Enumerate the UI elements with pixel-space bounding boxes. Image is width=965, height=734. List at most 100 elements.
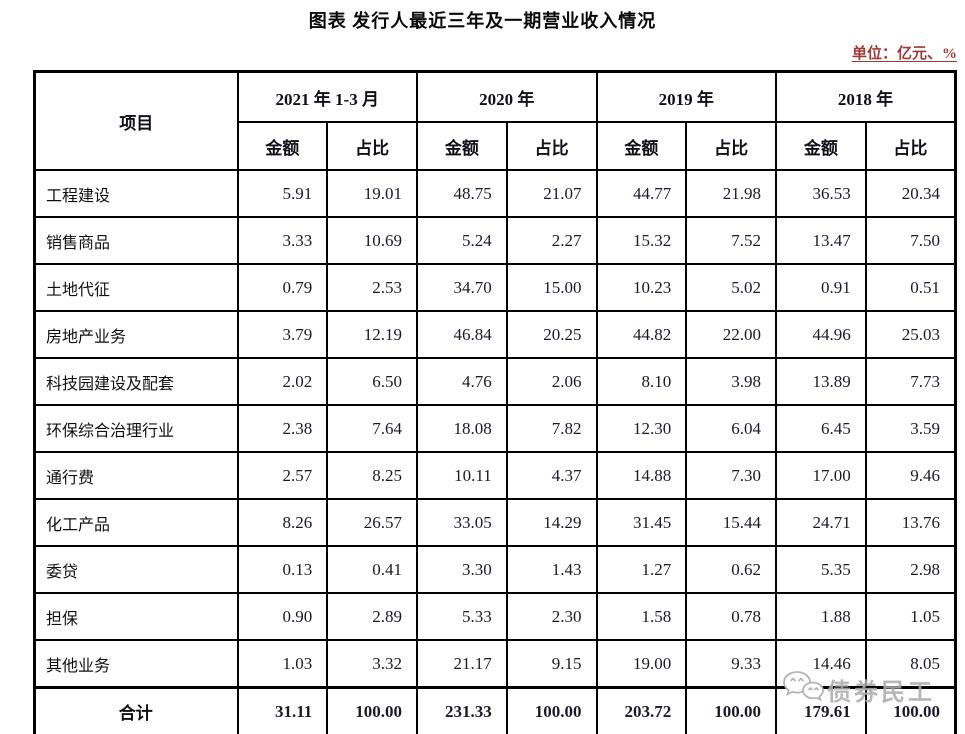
value-cell: 0.91 xyxy=(775,263,867,312)
value-cell: 10.23 xyxy=(595,263,688,312)
value-cell: 14.29 xyxy=(505,498,598,547)
value-cell: 7.50 xyxy=(864,216,957,265)
value-cell: 33.05 xyxy=(416,498,508,547)
value-cell: 8.26 xyxy=(236,498,329,547)
value-cell: 20.25 xyxy=(505,310,598,359)
table-row: 工程建设 5.91 19.01 48.75 21.07 44.77 21.98 36.53 20… xyxy=(33,169,957,218)
value-cell: 12.19 xyxy=(326,310,418,359)
value-cell: 1.05 xyxy=(864,592,957,641)
value-cell: 2.02 xyxy=(236,357,329,406)
value-cell: 0.79 xyxy=(236,263,329,312)
subheader-share: 占比 xyxy=(505,121,598,171)
value-cell: 179.61 xyxy=(775,686,867,734)
item-label: 其他业务 xyxy=(33,639,239,689)
value-cell: 100.00 xyxy=(864,686,957,734)
period-header-2020: 2020 年 xyxy=(416,70,598,123)
value-cell: 1.88 xyxy=(775,592,867,641)
value-cell: 3.33 xyxy=(236,216,329,265)
value-cell: 6.50 xyxy=(326,357,418,406)
value-cell: 5.35 xyxy=(775,545,867,594)
subheader-amount: 金额 xyxy=(775,121,867,171)
value-cell: 4.76 xyxy=(416,357,508,406)
value-cell: 100.00 xyxy=(505,686,598,734)
value-cell: 2.53 xyxy=(326,263,418,312)
value-cell: 31.11 xyxy=(236,686,329,734)
value-cell: 5.33 xyxy=(416,592,508,641)
revenue-table: 项目 2021 年 1-3 月 2020 年 2019 年 2018 年 金额占… xyxy=(33,70,957,734)
value-cell: 22.00 xyxy=(685,310,777,359)
value-cell: 2.06 xyxy=(505,357,598,406)
value-cell: 0.90 xyxy=(236,592,329,641)
value-cell: 2.38 xyxy=(236,404,329,453)
value-cell: 7.30 xyxy=(685,451,777,500)
value-cell: 231.33 xyxy=(416,686,508,734)
value-cell: 9.15 xyxy=(505,639,598,689)
value-cell: 0.78 xyxy=(685,592,777,641)
column-header-item: 项目 xyxy=(33,70,239,171)
value-cell: 31.45 xyxy=(595,498,688,547)
period-header-2021: 2021 年 1-3 月 xyxy=(236,70,418,123)
value-cell: 13.76 xyxy=(864,498,957,547)
value-cell: 7.52 xyxy=(685,216,777,265)
item-label: 化工产品 xyxy=(33,498,239,547)
value-cell: 48.75 xyxy=(416,169,508,218)
value-cell: 24.71 xyxy=(775,498,867,547)
item-label: 担保 xyxy=(33,592,239,641)
value-cell: 8.05 xyxy=(864,639,957,689)
subheader-share: 占比 xyxy=(326,121,418,171)
period-header-2019: 2019 年 xyxy=(595,70,777,123)
table-row: 委贷 0.13 0.41 3.30 1.43 1.27 0.62 5.35 2.98 xyxy=(33,545,957,594)
value-cell: 3.98 xyxy=(685,357,777,406)
value-cell: 5.91 xyxy=(236,169,329,218)
table-row: 房地产业务 3.79 12.19 46.84 20.25 44.82 22.00 44.96 2… xyxy=(33,310,957,359)
value-cell: 1.58 xyxy=(595,592,688,641)
value-cell: 12.30 xyxy=(595,404,688,453)
table-row: 化工产品 8.26 26.57 33.05 14.29 31.45 15.44 24.71 13… xyxy=(33,498,957,547)
value-cell: 2.30 xyxy=(505,592,598,641)
table-row: 其他业务 1.03 3.32 21.17 9.15 19.00 9.33 14.46 8.05 xyxy=(33,639,957,689)
value-cell: 10.11 xyxy=(416,451,508,500)
total-row: 合计 31.11 100.00 231.33 100.00 203.72 100.00 179… xyxy=(33,686,957,734)
item-label: 通行费 xyxy=(33,451,239,500)
value-cell: 8.25 xyxy=(326,451,418,500)
value-cell: 15.32 xyxy=(595,216,688,265)
value-cell: 7.82 xyxy=(505,404,598,453)
value-cell: 0.41 xyxy=(326,545,418,594)
table-row: 环保综合治理行业 2.38 7.64 18.08 7.82 12.30 6.04 6.45 3.… xyxy=(33,404,957,453)
value-cell: 5.02 xyxy=(685,263,777,312)
table-row: 科技园建设及配套 2.02 6.50 4.76 2.06 8.10 3.98 13.89 7.7… xyxy=(33,357,957,406)
value-cell: 1.03 xyxy=(236,639,329,689)
value-cell: 3.32 xyxy=(326,639,418,689)
subheader-amount: 金额 xyxy=(595,121,688,171)
unit-label: 单位：亿元、% xyxy=(851,46,957,62)
value-cell: 21.98 xyxy=(685,169,777,218)
value-cell: 1.43 xyxy=(505,545,598,594)
value-cell: 44.77 xyxy=(595,169,688,218)
period-header-2018: 2018 年 xyxy=(775,70,957,123)
subheader-amount: 金额 xyxy=(416,121,508,171)
total-label: 合计 xyxy=(33,686,239,734)
value-cell: 7.64 xyxy=(326,404,418,453)
value-cell: 5.24 xyxy=(416,216,508,265)
value-cell: 13.89 xyxy=(775,357,867,406)
value-cell: 8.10 xyxy=(595,357,688,406)
value-cell: 44.96 xyxy=(775,310,867,359)
value-cell: 26.57 xyxy=(326,498,418,547)
table-header: 项目 2021 年 1-3 月 2020 年 2019 年 2018 年 金额占… xyxy=(33,70,957,171)
value-cell: 21.17 xyxy=(416,639,508,689)
item-label: 销售商品 xyxy=(33,216,239,265)
value-cell: 15.00 xyxy=(505,263,598,312)
value-cell: 100.00 xyxy=(326,686,418,734)
value-cell: 7.73 xyxy=(864,357,957,406)
value-cell: 14.46 xyxy=(775,639,867,689)
table-body: 工程建设 5.91 19.01 48.75 21.07 44.77 21.98 36.53 20… xyxy=(33,169,957,734)
value-cell: 10.69 xyxy=(326,216,418,265)
value-cell: 44.82 xyxy=(595,310,688,359)
table-row: 通行费 2.57 8.25 10.11 4.37 14.88 7.30 17.00 9.46 xyxy=(33,451,957,500)
value-cell: 34.70 xyxy=(416,263,508,312)
value-cell: 0.13 xyxy=(236,545,329,594)
item-label: 房地产业务 xyxy=(33,310,239,359)
table-row: 担保 0.90 2.89 5.33 2.30 1.58 0.78 1.88 1.05 xyxy=(33,592,957,641)
value-cell: 2.89 xyxy=(326,592,418,641)
